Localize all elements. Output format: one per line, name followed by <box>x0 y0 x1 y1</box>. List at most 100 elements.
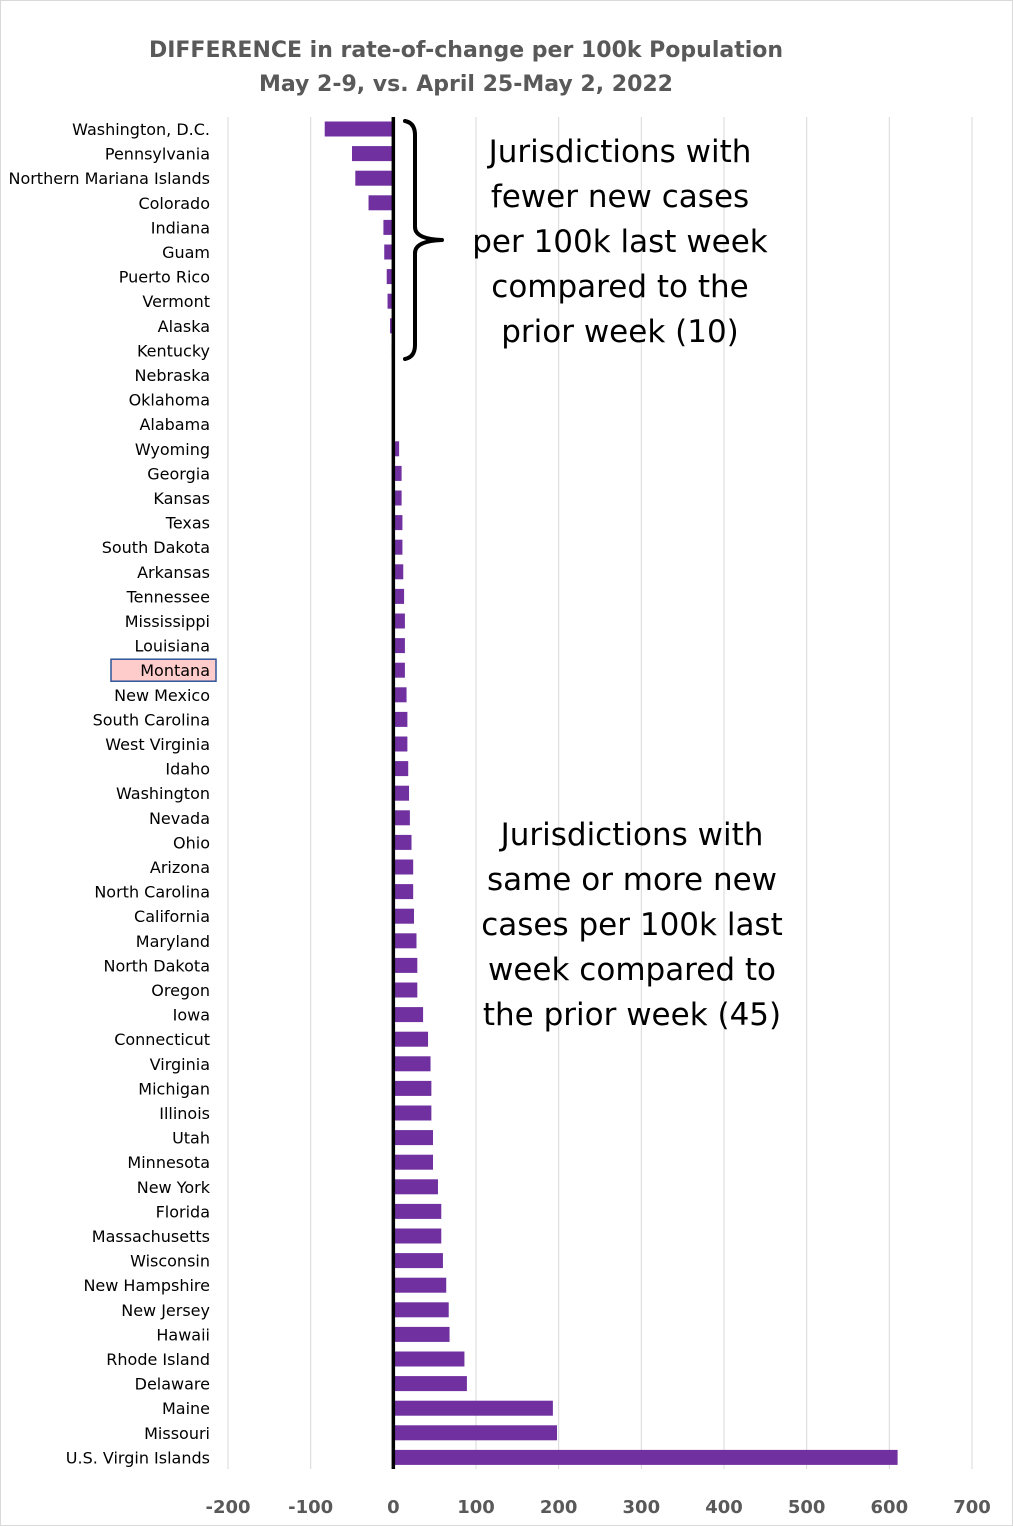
x-axis-tick-labels: -200 -100 0 100 200 300 400 500 600 700 <box>205 1497 990 1518</box>
category-label: Delaware <box>135 1375 210 1394</box>
category-label: California <box>134 907 210 926</box>
category-label: Florida <box>156 1202 210 1221</box>
category-label: Oregon <box>151 981 210 1000</box>
bar <box>393 1302 449 1318</box>
bar <box>393 884 414 900</box>
category-label: Alaska <box>158 317 210 336</box>
category-label: Colorado <box>138 194 210 213</box>
annotation-fewer-cases: Jurisdictions with fewer new cases per 100… <box>472 134 768 350</box>
bar <box>368 195 394 211</box>
bar <box>393 1056 431 1072</box>
bar <box>386 269 394 285</box>
x-tick-label: -200 <box>205 1497 250 1518</box>
category-label: Northern Mariana Islands <box>8 169 210 188</box>
category-label: Maine <box>162 1399 210 1418</box>
bar <box>393 1351 465 1367</box>
x-tick-label: 600 <box>871 1497 909 1518</box>
annotation-line: cases per 100k last <box>481 907 783 943</box>
category-label: West Virginia <box>105 735 210 754</box>
bar <box>393 957 418 973</box>
bar <box>393 908 414 924</box>
category-label: Minnesota <box>127 1153 210 1172</box>
category-label: Indiana <box>151 218 210 237</box>
bar <box>393 1007 424 1023</box>
x-tick-label: -100 <box>288 1497 333 1518</box>
bar <box>393 441 400 457</box>
category-label: Nebraska <box>135 366 210 385</box>
bar <box>393 1130 434 1146</box>
bar <box>383 219 394 235</box>
category-label: Guam <box>162 243 210 262</box>
category-label: Ohio <box>173 833 210 852</box>
bar <box>393 1425 558 1441</box>
annotation-more-cases: Jurisdictions with same or more new cases … <box>481 817 783 1033</box>
bar <box>393 1253 443 1269</box>
category-label: Massachusetts <box>92 1227 210 1246</box>
bar <box>393 662 405 678</box>
bar <box>393 982 418 998</box>
bar <box>393 613 405 629</box>
bar <box>393 859 414 875</box>
category-label: New Hampshire <box>83 1276 210 1295</box>
x-tick-label: 300 <box>623 1497 661 1518</box>
bar <box>393 736 408 752</box>
annotation-line: week compared to <box>488 952 776 988</box>
category-labels: Washington, D.C. Pennsylvania Northern Mar… <box>8 120 210 1467</box>
bar <box>393 711 408 727</box>
category-label: Illinois <box>159 1104 210 1123</box>
bar <box>393 1080 432 1096</box>
bars <box>324 121 898 1465</box>
category-label: New Mexico <box>114 686 210 705</box>
bar <box>393 465 402 481</box>
bar <box>393 490 402 506</box>
category-label: Rhode Island <box>106 1350 210 1369</box>
category-label: Washington, D.C. <box>72 120 210 139</box>
category-label: Tennessee <box>126 587 210 606</box>
bar <box>384 244 394 260</box>
bar <box>393 564 404 580</box>
bar <box>393 539 403 555</box>
category-label: Utah <box>172 1129 210 1148</box>
gridlines <box>227 117 973 1469</box>
x-tick-label: 100 <box>457 1497 495 1518</box>
annotation-line: fewer new cases <box>491 179 749 215</box>
annotation-line: Jurisdictions with <box>487 134 752 170</box>
bar <box>355 170 394 186</box>
annotation-line: per 100k last week <box>472 224 768 260</box>
category-label: South Carolina <box>93 710 210 729</box>
annotation-line: Jurisdictions with <box>499 817 764 853</box>
category-label: South Dakota <box>102 538 210 557</box>
x-tick-label: 500 <box>788 1497 826 1518</box>
annotation-line: the prior week (45) <box>483 997 781 1033</box>
category-label: Arizona <box>150 858 210 877</box>
x-tick-label: 0 <box>387 1497 400 1518</box>
category-label: Maryland <box>136 932 210 951</box>
bar <box>393 1228 442 1244</box>
category-label: Georgia <box>147 464 210 483</box>
bar <box>393 1105 432 1121</box>
annotation-line: compared to the <box>491 269 748 305</box>
bar <box>393 785 410 801</box>
category-label: Texas <box>165 514 210 533</box>
highlight-box-montana <box>110 658 217 682</box>
bar <box>393 515 403 531</box>
bar <box>393 1449 898 1465</box>
chart-title: DIFFERENCE in rate-of-change per 100k Po… <box>149 38 783 63</box>
bar <box>393 1031 429 1047</box>
x-tick-label: 200 <box>540 1497 578 1518</box>
category-label: Kentucky <box>137 341 210 360</box>
bar <box>393 761 409 777</box>
annotation-line: same or more new <box>487 862 777 898</box>
bar <box>393 1400 553 1416</box>
category-label: Mississippi <box>125 612 210 631</box>
category-label: Idaho <box>165 760 210 779</box>
bar <box>393 1179 438 1195</box>
category-label: Louisiana <box>134 637 210 656</box>
category-label: Alabama <box>139 415 210 434</box>
bar <box>387 293 394 309</box>
category-label: Arkansas <box>137 563 210 582</box>
bar <box>393 810 410 826</box>
bar <box>393 933 417 949</box>
bracket-brace <box>403 119 444 361</box>
